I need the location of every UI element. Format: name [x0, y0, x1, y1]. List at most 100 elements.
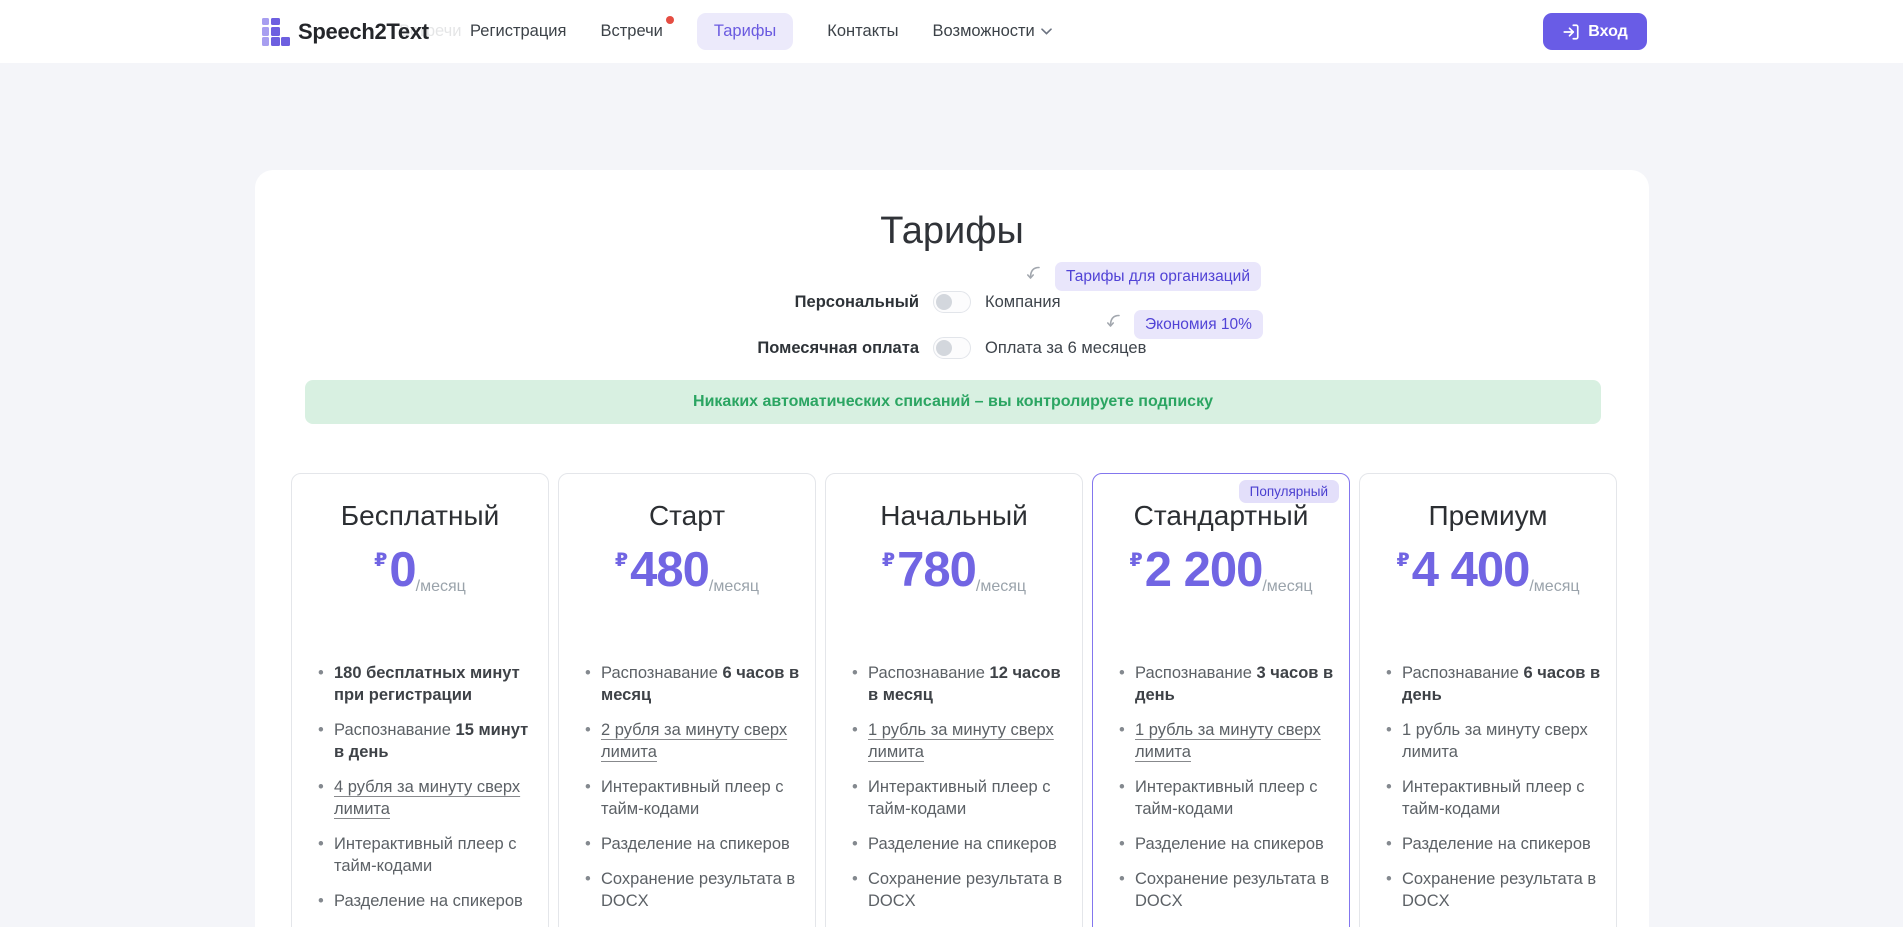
nav-item-tariffs[interactable]: Тарифы: [696, 13, 794, 50]
feature-item: Сохранение субтитров в SRT-формате: [585, 925, 801, 927]
notification-dot: [665, 16, 674, 24]
plan-price: ₽ 480 /месяц: [559, 544, 815, 600]
feature-item: Разделение на спикеров: [1119, 833, 1335, 855]
login-button-label: Вход: [1588, 22, 1628, 40]
toggle-label-company: Компания: [985, 292, 1061, 311]
plan-price: ₽ 4 400 /месяц: [1360, 544, 1616, 600]
currency-symbol: ₽: [614, 549, 629, 571]
price-period: /месяц: [975, 578, 1027, 595]
nav-item-meetings-label: Встречи: [600, 22, 663, 40]
currency-symbol: ₽: [1396, 549, 1410, 571]
price-period: /месяц: [1262, 578, 1313, 595]
switch-knob: [936, 293, 952, 310]
feature-item: Сохранение результата в DOCX: [585, 868, 801, 912]
price-period: /месяц: [708, 578, 760, 595]
feature-item: Разделение на спикеров: [318, 890, 534, 912]
pricing-panel: Тарифы Персональный Компания Тарифы для …: [255, 170, 1649, 927]
nav-item-contacts[interactable]: Контакты: [827, 22, 899, 40]
page-title: Тарифы: [880, 210, 1024, 252]
toggle-label-semiannual: Оплата за 6 месяцев: [985, 338, 1147, 357]
feature-item: Интерактивный плеер с тайм-кодами: [585, 776, 801, 820]
currency-symbol: ₽: [1129, 549, 1143, 571]
plan-name: Бесплатный: [340, 500, 500, 531]
plan-price: ₽ 2 200 /месяц: [1093, 544, 1349, 600]
curved-arrow-down-icon: [1025, 265, 1042, 282]
toggle-label-monthly: Помесячная оплата: [757, 338, 919, 357]
feature-item: Сохранение субтитров в SRT-формате: [1386, 925, 1602, 927]
plan-name: Стандартный: [1133, 500, 1309, 531]
price-amount: 480: [630, 543, 710, 597]
feature-item: Интерактивный плеер с тайм-кодами: [852, 776, 1068, 820]
toggle-label-personal: Персональный: [794, 292, 919, 311]
no-autocharge-banner: Никаких автоматических списаний – вы кон…: [305, 380, 1601, 424]
feature-item-link[interactable]: 1 рубль за минуту сверх лимита: [852, 719, 1068, 763]
feature-item: Сохранение результата в DOCX: [1386, 868, 1602, 912]
feature-item: Разделение на спикеров: [585, 833, 801, 855]
logo-grid-icon: [262, 18, 290, 46]
feature-item: Сохранение субтитров в SRT-формате: [1119, 925, 1335, 927]
feature-item: Распознавание 6 часов в день: [1386, 662, 1602, 706]
feature-item: Распознавание 15 минут в день: [318, 719, 534, 763]
currency-symbol: ₽: [374, 549, 388, 571]
plan-card: Бесплатный ₽ 0 /месяц 180 бесплатных мин…: [291, 473, 549, 927]
plan-type-switch[interactable]: [933, 291, 971, 313]
plan-price: ₽ 0 /месяц: [292, 544, 548, 600]
plan-feature-list: 180 бесплатных минут при регистрации Расп…: [318, 662, 534, 927]
feature-item: Распознавание 6 часов в месяц: [585, 662, 801, 706]
feature-item: Сохранение результата в DOCX: [318, 925, 534, 927]
plan-card: Старт ₽ 480 /месяц Распознавание 6 часов…: [558, 473, 816, 927]
billing-period-switch[interactable]: [933, 337, 971, 359]
nav-item-features-label: Возможности: [932, 22, 1035, 40]
feature-item: Сохранение результата в DOCX: [852, 868, 1068, 912]
price-amount: 4 400: [1411, 543, 1531, 597]
price-amount: 2 200: [1144, 543, 1264, 597]
plan-name: Старт: [648, 500, 726, 531]
feature-item-link[interactable]: 4 рубля за минуту сверх лимита: [318, 776, 534, 820]
feature-item: Интерактивный плеер с тайм-кодами: [318, 833, 534, 877]
price-period: /месяц: [415, 578, 466, 595]
org-tariffs-chip: Тарифы для организаций: [1055, 262, 1261, 291]
plan-cards-row: Бесплатный ₽ 0 /месяц 180 бесплатных мин…: [291, 473, 1617, 927]
plan-feature-list: Распознавание 3 часов в день 1 рубль за м…: [1119, 662, 1335, 927]
savings-chip: Экономия 10%: [1134, 310, 1263, 339]
nav-ghost-text: Встречи: [399, 22, 462, 40]
plan-name: Премиум: [1428, 500, 1548, 531]
brand-name: Speech2Text: [298, 18, 429, 44]
plan-card: Начальный ₽ 780 /месяц Распознавание 12 …: [825, 473, 1083, 927]
plan-feature-list: Распознавание 12 часов в месяц 1 рубль за…: [852, 662, 1068, 927]
plan-feature-list: Распознавание 6 часов в день 1 рубль за м…: [1386, 662, 1602, 927]
price-amount: 0: [389, 543, 416, 597]
login-button[interactable]: Вход: [1543, 13, 1647, 50]
plan-card: Премиум ₽ 4 400 /месяц Распознавание 6 ч…: [1359, 473, 1617, 927]
feature-item: Сохранение результата в DOCX: [1119, 868, 1335, 912]
curved-arrow-down-icon: [1105, 313, 1122, 330]
brand-logo[interactable]: Speech2Text: [262, 0, 429, 63]
feature-item: 180 бесплатных минут при регистрации: [318, 662, 534, 706]
login-icon: [1562, 23, 1580, 41]
feature-item: Сохранение субтитров в SRT-формате: [852, 925, 1068, 927]
popular-badge: Популярный: [1238, 480, 1339, 503]
feature-item: Распознавание 3 часов в день: [1119, 662, 1335, 706]
feature-item-link[interactable]: 2 рубля за минуту сверх лимита: [585, 719, 801, 763]
feature-item: Разделение на спикеров: [852, 833, 1068, 855]
feature-item-link[interactable]: 1 рубль за минуту сверх лимита: [1119, 719, 1335, 763]
billing-period-toggle-row: Помесячная оплата Оплата за 6 месяцев: [255, 334, 1649, 362]
feature-item: Интерактивный плеер с тайм-кодами: [1386, 776, 1602, 820]
switch-knob: [936, 339, 952, 356]
plan-name: Начальный: [880, 500, 1028, 531]
plan-feature-list: Распознавание 6 часов в месяц 2 рубля за …: [585, 662, 801, 927]
nav-item-registration[interactable]: Регистрация: [470, 22, 567, 40]
nav-item-features[interactable]: Возможности: [933, 22, 1052, 41]
plan-price: ₽ 780 /месяц: [826, 544, 1082, 600]
feature-item: Распознавание 12 часов в месяц: [852, 662, 1068, 706]
plan-card: Популярный Стандартный ₽ 2 200 /месяц Ра…: [1092, 473, 1350, 927]
feature-item: Разделение на спикеров: [1386, 833, 1602, 855]
price-period: /месяц: [1529, 578, 1580, 595]
feature-item: Интерактивный плеер с тайм-кодами: [1119, 776, 1335, 820]
currency-symbol: ₽: [881, 549, 896, 571]
main-nav: Регистрация Встречи Тарифы Контакты Возм…: [470, 0, 1052, 63]
feature-item: 1 рубль за минуту сверх лимита: [1386, 719, 1602, 763]
nav-item-meetings[interactable]: Встречи: [600, 16, 674, 41]
chevron-down-icon: [1040, 28, 1052, 35]
price-amount: 780: [897, 543, 977, 597]
